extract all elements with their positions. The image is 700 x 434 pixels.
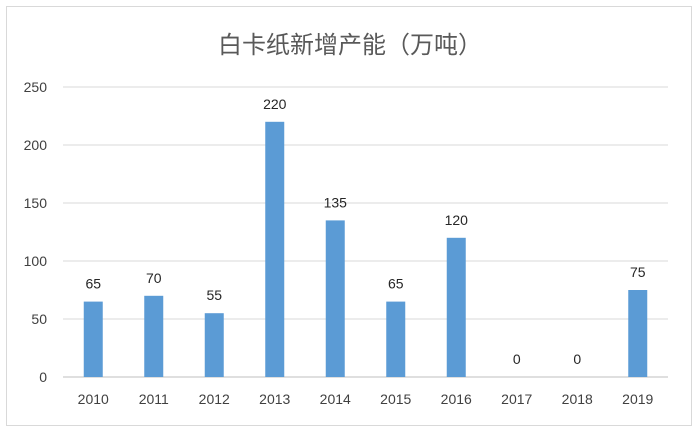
chart-frame <box>6 6 692 426</box>
bar-2011 <box>144 295 164 377</box>
x-tick-label: 2012 <box>199 391 230 407</box>
bar-2019 <box>628 290 648 377</box>
x-tick-label: 2015 <box>380 391 411 407</box>
y-tick-label: 200 <box>24 137 48 153</box>
chart-title: 白卡纸新增产能（万吨） <box>218 31 482 59</box>
data-labels: 65 70 55 220 135 65 120 0 0 75 <box>85 96 645 367</box>
gridlines <box>63 86 668 378</box>
y-tick-label: 250 <box>24 79 48 95</box>
bars <box>83 121 648 377</box>
data-label-2011: 70 <box>146 270 162 286</box>
y-tick-label: 100 <box>24 253 48 269</box>
data-label-2013: 220 <box>263 96 287 112</box>
x-tick-label: 2014 <box>320 391 351 407</box>
x-tick-label: 2016 <box>441 391 472 407</box>
x-axis-ticks: 2010 2011 2012 2013 2014 2015 2016 2017 2018 2019 <box>78 391 654 407</box>
data-label-2016: 120 <box>445 212 469 228</box>
data-label-2019: 75 <box>630 264 646 280</box>
bar-2010 <box>83 301 103 377</box>
y-tick-label: 50 <box>31 311 47 327</box>
data-label-2014: 135 <box>324 194 348 210</box>
y-tick-label: 0 <box>39 369 47 385</box>
data-label-2012: 55 <box>206 287 222 303</box>
bar-2013 <box>265 121 285 377</box>
x-tick-label: 2017 <box>501 391 532 407</box>
x-tick-label: 2010 <box>78 391 109 407</box>
data-label-2010: 65 <box>85 276 101 292</box>
y-axis-ticks: 0 50 100 150 200 250 <box>24 79 48 385</box>
x-tick-label: 2018 <box>562 391 593 407</box>
bar-2016 <box>446 237 466 377</box>
bar-2012 <box>204 313 224 377</box>
data-label-2015: 65 <box>388 276 404 292</box>
data-label-2018: 0 <box>573 351 581 367</box>
y-tick-label: 150 <box>24 195 48 211</box>
x-tick-label: 2019 <box>622 391 653 407</box>
x-tick-label: 2011 <box>139 391 169 407</box>
bar-2015 <box>386 301 406 377</box>
data-label-2017: 0 <box>513 351 521 367</box>
x-tick-label: 2013 <box>259 391 290 407</box>
bar-2014 <box>325 220 345 377</box>
